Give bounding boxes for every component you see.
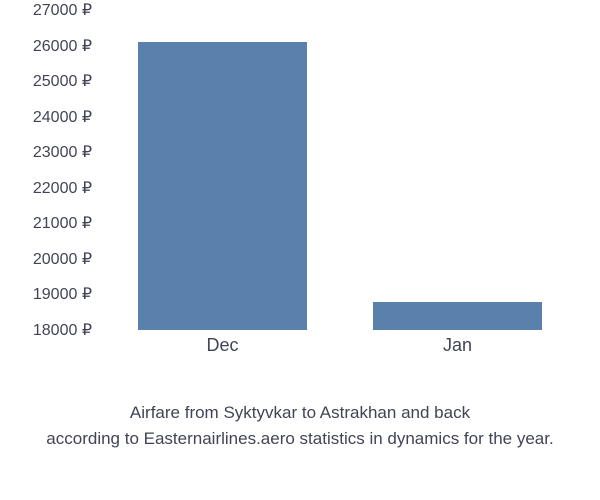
y-tick-label: 27000 ₽ — [33, 0, 92, 20]
y-tick-label: 26000 ₽ — [33, 36, 92, 56]
y-tick-label: 24000 ₽ — [33, 107, 92, 127]
x-axis: Dec Jan — [105, 335, 575, 365]
caption-line-2: according to Easternairlines.aero statis… — [46, 429, 553, 448]
y-tick-label: 25000 ₽ — [33, 71, 92, 91]
y-axis: 18000 ₽19000 ₽20000 ₽21000 ₽22000 ₽23000… — [20, 10, 100, 330]
y-tick-label: 23000 ₽ — [33, 142, 92, 162]
bar — [373, 302, 542, 330]
y-tick-label: 18000 ₽ — [33, 320, 92, 340]
y-tick-label: 22000 ₽ — [33, 178, 92, 198]
chart-caption: Airfare from Syktyvkar to Astrakhan and … — [0, 400, 600, 451]
x-tick-label: Jan — [443, 335, 472, 356]
y-tick-label: 21000 ₽ — [33, 213, 92, 233]
x-tick-label: Dec — [206, 335, 238, 356]
bar — [138, 42, 307, 330]
bar-chart: 18000 ₽ 19000 ₽ 20000 ₽ 21000 ₽ 22000 ₽ 23000… — [20, 10, 580, 390]
caption-line-1: Airfare from Syktyvkar to Astrakhan and … — [130, 403, 470, 422]
y-tick-label: 19000 ₽ — [33, 284, 92, 304]
plot-area — [105, 10, 575, 330]
y-tick-label: 20000 ₽ — [33, 249, 92, 269]
